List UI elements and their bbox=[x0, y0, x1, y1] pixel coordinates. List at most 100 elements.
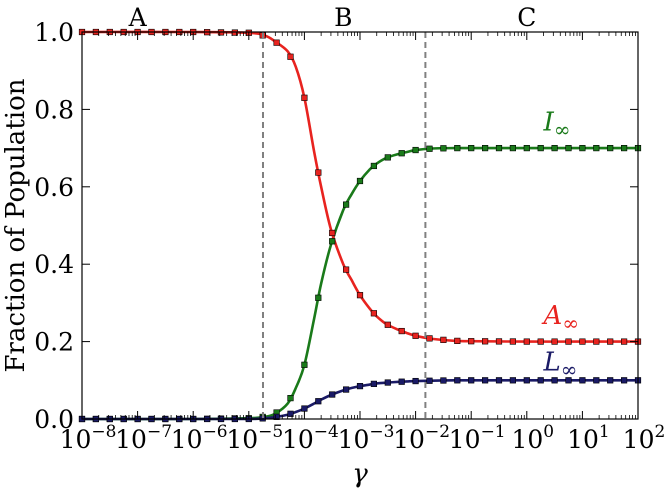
data-point-I-16 bbox=[301, 361, 308, 368]
series-label-L: L∞ bbox=[543, 348, 578, 382]
data-point-L-37 bbox=[593, 377, 600, 384]
data-point-L-39 bbox=[620, 377, 628, 384]
data-point-A-17 bbox=[315, 169, 322, 176]
data-point-A-35 bbox=[565, 338, 572, 345]
data-point-A-21 bbox=[370, 310, 378, 317]
data-point-A-37 bbox=[593, 338, 600, 345]
data-point-L-17 bbox=[315, 398, 322, 405]
data-point-L-35 bbox=[565, 377, 572, 384]
region-labels: A B C bbox=[128, 3, 537, 32]
y-tick-label-1: 0.2 bbox=[34, 328, 74, 357]
x-tick-base: 10 bbox=[567, 425, 599, 454]
x-tick-label-8: 100 bbox=[511, 422, 554, 454]
data-point-I-23 bbox=[398, 150, 405, 157]
x-tick-label-2: 10−6 bbox=[171, 422, 228, 454]
data-point-L-14 bbox=[273, 413, 280, 420]
data-point-A-27 bbox=[454, 337, 461, 344]
data-point-I-18 bbox=[329, 238, 336, 245]
x-tick-exponent: −6 bbox=[203, 422, 228, 442]
data-point-L-19 bbox=[342, 386, 350, 393]
data-point-L-16 bbox=[301, 405, 308, 412]
data-point-I-39 bbox=[620, 145, 628, 152]
data-point-A-33 bbox=[537, 338, 544, 345]
data-point-I-28 bbox=[468, 145, 475, 152]
x-tick-base: 10 bbox=[282, 425, 314, 454]
x-tick-base: 10 bbox=[449, 425, 481, 454]
data-point-A-30 bbox=[495, 338, 503, 345]
series-label-subscript: ∞ bbox=[562, 311, 579, 335]
data-point-I-21 bbox=[370, 162, 378, 170]
x-tick-exponent: −8 bbox=[91, 422, 116, 442]
data-point-I-32 bbox=[523, 145, 530, 152]
data-point-I-26 bbox=[440, 145, 447, 152]
y-tick-label-0: 0.0 bbox=[34, 405, 74, 434]
data-point-A-22 bbox=[384, 321, 391, 328]
data-point-A-15 bbox=[287, 53, 294, 60]
y-axis-label: Fraction of Population bbox=[1, 78, 31, 372]
data-point-L-15 bbox=[287, 410, 294, 417]
y-tick-label-4: 0.8 bbox=[34, 95, 74, 124]
data-point-A-24 bbox=[412, 332, 419, 339]
data-point-L-18 bbox=[329, 391, 336, 398]
x-tick-label-6: 10−2 bbox=[393, 422, 450, 454]
y-tick-label-3: 0.6 bbox=[34, 173, 74, 202]
data-point-A-23 bbox=[398, 327, 405, 335]
data-point-A-18 bbox=[329, 229, 336, 237]
series-markers bbox=[78, 28, 642, 423]
x-tick-label-3: 10−5 bbox=[226, 422, 283, 454]
x-tick-label-4: 10−4 bbox=[282, 422, 339, 454]
data-point-I-35 bbox=[565, 145, 572, 152]
data-point-I-24 bbox=[412, 146, 419, 154]
x-tick-base: 10 bbox=[511, 425, 543, 454]
x-axis-label: γ bbox=[352, 459, 368, 489]
data-point-I-27 bbox=[454, 145, 461, 152]
x-tick-exponent: −5 bbox=[258, 422, 283, 442]
series-label-I: I∞ bbox=[543, 108, 571, 142]
data-point-I-31 bbox=[509, 145, 517, 152]
data-point-A-29 bbox=[481, 338, 489, 345]
x-tick-exponent: 1 bbox=[599, 422, 610, 442]
data-point-L-20 bbox=[356, 383, 364, 390]
y-tick-label-5: 1.0 bbox=[34, 18, 74, 47]
x-tick-label-10: 102 bbox=[623, 422, 664, 454]
data-point-A-19 bbox=[342, 266, 350, 273]
x-tick-base: 10 bbox=[393, 425, 425, 454]
data-point-I-33 bbox=[537, 145, 544, 152]
x-tick-exponent: 2 bbox=[654, 422, 664, 442]
data-point-I-17 bbox=[315, 294, 322, 301]
data-point-A-28 bbox=[468, 338, 475, 345]
x-tick-base: 10 bbox=[171, 425, 203, 454]
series-label-A: A∞ bbox=[542, 301, 579, 335]
region-label-A: A bbox=[128, 3, 148, 32]
data-point-L-29 bbox=[481, 377, 489, 384]
y-tick-label-2: 0.4 bbox=[34, 250, 74, 279]
data-point-A-32 bbox=[523, 338, 530, 345]
x-tick-base: 10 bbox=[60, 425, 92, 454]
region-label-B: B bbox=[334, 3, 352, 32]
data-point-I-34 bbox=[551, 145, 558, 152]
data-point-I-15 bbox=[287, 395, 294, 402]
data-point-I-22 bbox=[384, 154, 391, 161]
x-tick-label-5: 10−3 bbox=[338, 422, 395, 454]
series-label-main: I bbox=[543, 108, 555, 138]
data-point-A-16 bbox=[301, 94, 308, 101]
series-label-main: L bbox=[543, 348, 561, 378]
x-tick-base: 10 bbox=[338, 425, 370, 454]
data-point-L-27 bbox=[454, 377, 461, 384]
x-tick-label-0: 10−8 bbox=[60, 422, 117, 454]
data-point-I-19 bbox=[342, 201, 350, 208]
data-point-A-25 bbox=[426, 335, 433, 342]
data-point-I-20 bbox=[356, 177, 364, 185]
data-point-L-31 bbox=[509, 377, 517, 384]
data-point-A-20 bbox=[356, 292, 364, 299]
region-label-C: C bbox=[517, 3, 536, 32]
x-tick-base: 10 bbox=[623, 425, 655, 454]
region-dividers bbox=[261, 32, 427, 419]
y-axis-ticks: 0.0 0.2 0.4 0.6 0.8 1.0 bbox=[34, 18, 638, 434]
x-tick-exponent: −2 bbox=[425, 422, 450, 442]
series-label-subscript: ∞ bbox=[554, 118, 571, 142]
data-point-A-14 bbox=[273, 39, 280, 46]
data-point-A-31 bbox=[509, 338, 517, 345]
data-point-L-36 bbox=[579, 377, 586, 384]
